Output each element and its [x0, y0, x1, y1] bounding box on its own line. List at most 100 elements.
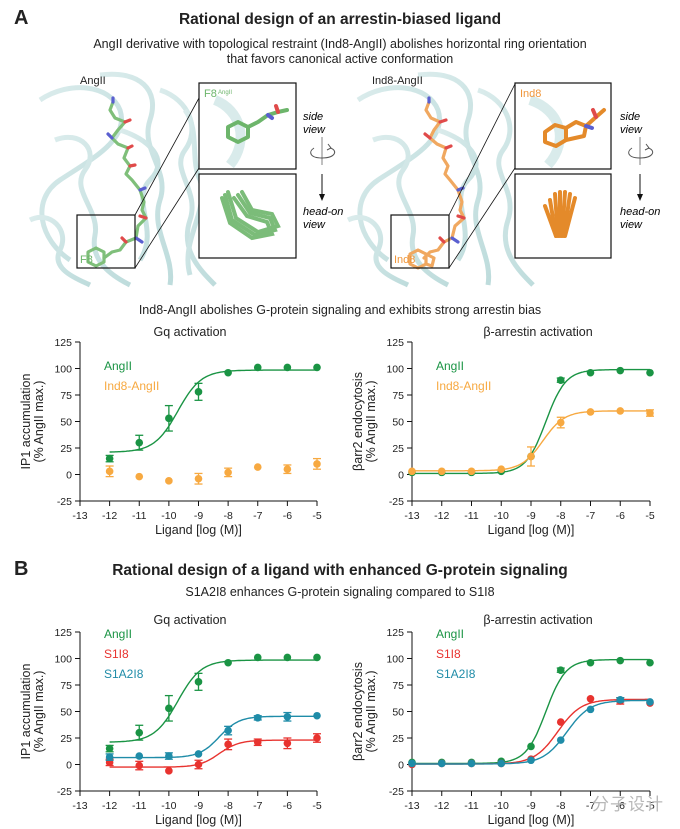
data-point — [437, 759, 446, 768]
legend-entry: AngII — [104, 627, 132, 641]
data-point — [586, 658, 595, 667]
data-point — [527, 742, 535, 751]
peptide-ind8-angii — [408, 100, 466, 270]
y-tick-label: 0 — [66, 760, 72, 772]
data-point — [283, 465, 292, 473]
data-point — [556, 736, 565, 744]
data-point — [616, 366, 625, 375]
data-point — [253, 714, 262, 722]
data-point — [194, 760, 203, 769]
side-view-label-2: view — [303, 124, 326, 136]
y-axis-label-2: (% AngII max.) — [364, 671, 378, 753]
y-tick-label: 50 — [60, 707, 72, 719]
data-point — [556, 376, 565, 384]
chart-b-gq-activation: Gq activation -25 0 25 50 75 100 125 -13 -12 -11 -1… — [19, 613, 322, 827]
y-tick-label: 125 — [54, 337, 72, 349]
inset-side-view-f8: F8 AngII — [198, 82, 297, 170]
fit-curve — [412, 699, 650, 765]
x-tick-label: -11 — [464, 510, 479, 522]
x-tick-label: -8 — [223, 800, 232, 812]
y-tick-label: 50 — [392, 707, 404, 719]
x-tick-label: -5 — [645, 510, 654, 522]
inset-label-ind8: Ind8 — [520, 88, 541, 100]
data-point — [313, 711, 321, 720]
data-point — [165, 477, 173, 485]
data-point — [586, 368, 595, 377]
data-point — [253, 463, 262, 471]
y-tick-label: 75 — [392, 680, 404, 692]
inset-headon-view-ind8 — [514, 173, 612, 259]
y-axis-label: IP1 accumulation — [19, 374, 33, 470]
x-tick-label: -7 — [586, 800, 595, 812]
fit-curve — [109, 715, 317, 759]
legend-entry: AngII — [436, 359, 464, 373]
panel-a-charts-heading: Ind8-AngII abolishes G-protein signaling… — [138, 303, 542, 317]
x-tick-label: -13 — [72, 510, 87, 522]
zoom-box-ind8 — [390, 214, 450, 269]
x-tick-label: -13 — [404, 510, 419, 522]
peptide-ind8-atoms — [423, 96, 466, 244]
legend-entry: Ind8-AngII — [436, 379, 491, 393]
fit-curve — [109, 369, 317, 453]
data-point — [586, 408, 595, 416]
data-point — [135, 761, 144, 770]
x-tick-label: -11 — [132, 510, 147, 522]
data-point — [616, 407, 625, 415]
x-tick-label: -11 — [132, 800, 147, 812]
x-axis-label: Ligand [log (M)] — [155, 523, 242, 537]
panel-a-title: Rational design of an arrestin-biased li… — [178, 11, 502, 28]
y-tick-label: 125 — [386, 627, 404, 639]
data-point — [556, 666, 565, 674]
y-tick-label: 25 — [392, 733, 404, 745]
fit-curve — [412, 698, 650, 765]
x-tick-label: -12 — [102, 510, 117, 522]
data-point — [194, 678, 203, 686]
y-tick-label: 25 — [392, 443, 404, 455]
y-tick-label: 100 — [54, 364, 72, 376]
x-tick-label: -12 — [434, 510, 449, 522]
watermark: 分子设计 — [592, 795, 664, 814]
y-axis-label-2: (% AngII max.) — [364, 381, 378, 463]
series-s1i8 — [105, 733, 321, 775]
x-tick-label: -6 — [283, 800, 292, 812]
y-tick-label: 75 — [392, 390, 404, 402]
data-point — [224, 468, 232, 477]
down-arrow-icon — [319, 174, 325, 201]
zoom-line — [134, 167, 200, 269]
data-point — [165, 767, 173, 775]
data-point — [194, 388, 203, 396]
data-point — [497, 465, 506, 473]
y-tick-label: -25 — [389, 496, 404, 508]
x-tick-label: -12 — [102, 800, 117, 812]
series-s1a2i8 — [408, 696, 654, 768]
data-point — [283, 653, 292, 662]
x-tick-label: -13 — [72, 800, 87, 812]
peptide-angii-atoms — [106, 96, 148, 244]
x-tick-label: -10 — [161, 800, 176, 812]
data-point — [194, 750, 203, 758]
y-tick-label: 100 — [54, 654, 72, 666]
structure-label-ind8-angii: Ind8-AngII — [372, 75, 423, 87]
x-tick-label: -5 — [312, 510, 321, 522]
data-point — [224, 658, 232, 667]
series-s1a2i8 — [105, 711, 321, 761]
y-tick-label: 100 — [386, 654, 404, 666]
x-tick-label: -7 — [253, 510, 262, 522]
residue-label-f8: F8 — [80, 254, 93, 266]
data-point — [527, 452, 535, 461]
headon-view-label: head-on — [303, 206, 343, 218]
data-point — [467, 467, 476, 476]
data-point — [194, 474, 203, 483]
legend-entry: S1A2I8 — [436, 667, 476, 681]
chart-title: Gq activation — [154, 613, 227, 627]
zoom-line — [448, 167, 516, 269]
x-tick-label: -10 — [494, 510, 509, 522]
data-point — [135, 438, 144, 447]
data-point — [646, 698, 654, 706]
x-tick-label: -6 — [616, 510, 625, 522]
data-point — [165, 752, 173, 760]
data-point — [616, 656, 625, 665]
inset-label-superscript: AngII — [218, 90, 232, 96]
data-point — [224, 726, 232, 735]
legend-entry: Ind8-AngII — [104, 379, 159, 393]
